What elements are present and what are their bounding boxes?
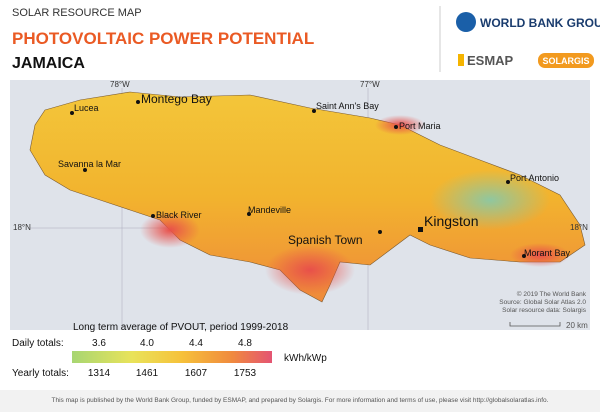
hot-zone	[140, 212, 200, 248]
lat-label: 18°N	[570, 223, 588, 232]
city-dot	[70, 111, 74, 115]
cities: Lucea Montego Bay Saint Ann's Bay Port M…	[58, 92, 571, 258]
lat-label: 18°N	[13, 223, 31, 232]
footer: This map is published by the World Bank …	[52, 397, 549, 404]
hot-zone	[265, 245, 355, 295]
city-dot	[522, 254, 526, 258]
esmap-logo: ESMAP	[467, 53, 514, 68]
credit: Solar resource data: Solargis	[502, 307, 587, 314]
legend-yearly-label: Yearly totals:	[12, 368, 69, 379]
scale-label: 20 km	[566, 321, 588, 330]
hot-zone	[375, 115, 425, 135]
credit: © 2019 The World Bank	[517, 290, 587, 298]
city-label: Black River	[156, 210, 202, 220]
city-dot	[394, 125, 398, 129]
mountains	[430, 170, 550, 230]
legend-daily-value: 4.4	[189, 338, 203, 349]
legend-color-bar	[72, 351, 272, 363]
city-dot	[247, 212, 251, 216]
hot-zone	[510, 243, 570, 267]
legend-yearly-value: 1607	[185, 368, 208, 379]
footer-band	[0, 390, 600, 412]
city-label: Mandeville	[248, 205, 291, 215]
title: PHOTOVOLTAIC POWER POTENTIAL	[12, 29, 314, 48]
city-label: Port Maria	[399, 121, 441, 131]
city-label: Montego Bay	[141, 92, 212, 106]
city-label: Port Antonio	[510, 173, 559, 183]
city-label: Kingston	[424, 213, 478, 229]
city-label: Saint Ann's Bay	[316, 101, 379, 111]
city-label: Lucea	[74, 103, 99, 113]
legend-title: Long term average of PVOUT, period 1999-…	[73, 322, 289, 333]
city-dot	[151, 214, 155, 218]
wb-logo: WORLD BANK GROUP	[480, 16, 600, 30]
legend-daily-value: 4.0	[140, 338, 154, 349]
city-label: Savanna la Mar	[58, 159, 121, 169]
credit: Source: Global Solar Atlas 2.0	[499, 299, 586, 306]
city-dot	[312, 109, 316, 113]
legend-daily-value: 4.8	[238, 338, 252, 349]
legend-daily-value: 3.6	[92, 338, 106, 349]
city-dot	[378, 230, 382, 234]
wb-icon	[456, 12, 476, 32]
country: JAMAICA	[12, 55, 85, 72]
city-label: Morant Bay	[524, 248, 571, 258]
legend-yearly-value: 1753	[234, 368, 257, 379]
island	[29, 91, 586, 303]
legend-yearly-value: 1314	[88, 368, 111, 379]
city-dot	[83, 168, 87, 172]
lon-label: 77°W	[360, 80, 380, 89]
city-dot	[506, 180, 510, 184]
legend-yearly-value: 1461	[136, 368, 159, 379]
solargis-logo: SOLARGIS	[542, 56, 589, 66]
kicker: SOLAR RESOURCE MAP	[12, 7, 142, 19]
city-label: Spanish Town	[288, 233, 363, 247]
scale-bar	[509, 322, 561, 327]
legend-daily-label: Daily totals:	[12, 338, 64, 349]
lon-label: 78°W	[110, 80, 130, 89]
capital-marker	[418, 227, 423, 232]
esmap-icon	[458, 54, 464, 66]
legend-unit: kWh/kWp	[284, 353, 327, 364]
city-dot	[136, 100, 140, 104]
solargis-badge	[538, 53, 594, 68]
